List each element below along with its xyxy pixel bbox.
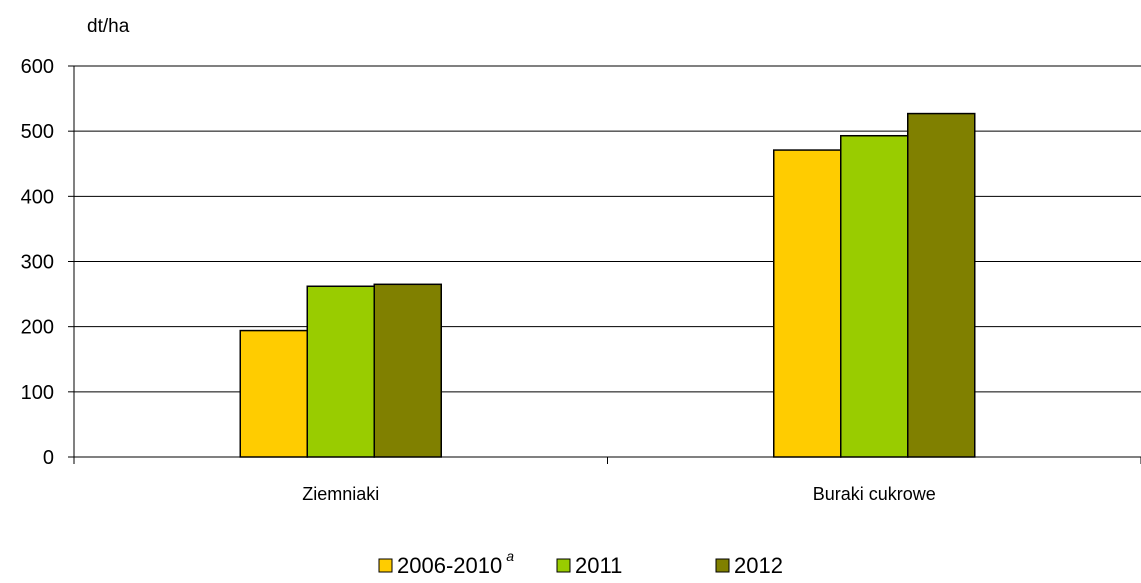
legend: 2006-2010 a 2011 2012 [378,548,783,578]
legend-label-1: 2011 [575,553,622,578]
legend-superscript-0: a [506,548,514,564]
legend-label-2: 2012 [734,553,783,578]
bar-0-1 [306,285,375,458]
gridlines [68,65,1141,464]
y-axis-unit-label: dt/ha [87,16,130,37]
y-tick-label-500: 500 [21,121,54,143]
y-tick-label-200: 200 [21,317,54,339]
bar-1-2 [907,112,976,458]
legend-label-0: 2006-2010 [397,553,502,578]
legend-swatch-1 [556,558,571,573]
category-labels: Ziemniaki Buraki cukrowe [302,484,936,504]
bar-1-0 [773,149,842,458]
y-tick-label-100: 100 [21,382,54,404]
y-tick-label-300: 300 [21,252,54,274]
bar-0-0 [239,329,308,458]
bar-0-2 [373,283,442,458]
bar-1-1 [840,134,909,458]
y-tick-label-0: 0 [43,447,54,469]
bars [239,112,976,458]
y-tick-labels: 0 100 200 300 400 500 600 [21,56,54,469]
axes [73,66,1141,458]
category-label-1: Buraki cukrowe [813,484,936,504]
category-label-0: Ziemniaki [302,484,379,504]
y-tick-label-600: 600 [21,56,54,78]
legend-swatch-2 [715,558,730,573]
legend-swatch-0 [378,558,393,573]
y-tick-label-400: 400 [21,186,54,208]
